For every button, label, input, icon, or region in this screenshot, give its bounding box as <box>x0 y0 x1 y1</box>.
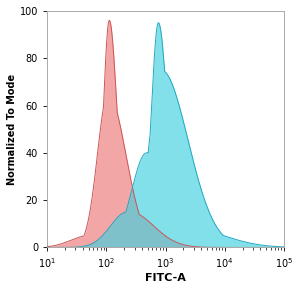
Y-axis label: Normalized To Mode: Normalized To Mode <box>7 74 17 185</box>
X-axis label: FITC-A: FITC-A <box>145 273 186 283</box>
